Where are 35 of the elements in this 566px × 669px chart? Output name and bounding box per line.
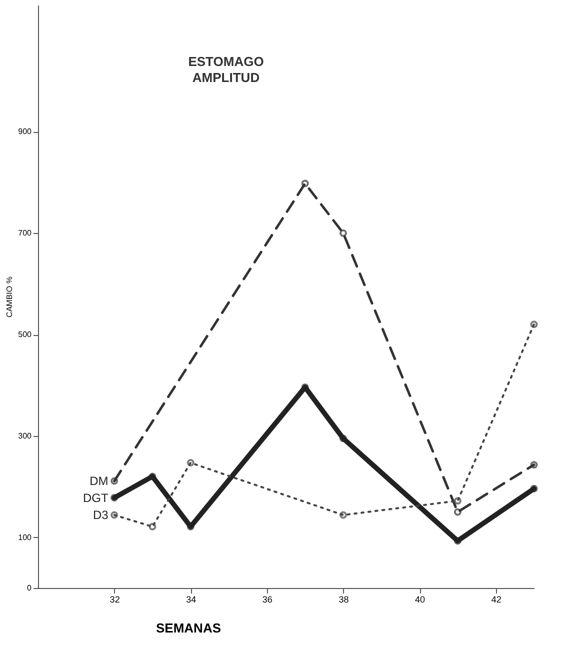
point: [339, 434, 347, 442]
y-tick-label: 500: [18, 330, 32, 340]
y-tick-label: 300: [18, 431, 32, 440]
point: [454, 537, 462, 545]
point: [186, 459, 194, 467]
point: [530, 484, 538, 492]
x-tick-label: 38: [338, 594, 349, 604]
point: [148, 522, 156, 530]
point: [148, 472, 156, 480]
x-tick-label: 32: [110, 594, 120, 604]
x-tick-label: 36: [262, 594, 272, 604]
text: AMPLITUD: [192, 70, 260, 85]
x-tick-label: 34: [186, 594, 196, 604]
point: [110, 511, 118, 519]
point: [530, 320, 538, 328]
y-tick-label: 0: [27, 584, 32, 592]
x-axis-title: SEMANAS: [156, 620, 222, 636]
point: [301, 180, 309, 188]
point: [454, 497, 462, 505]
y-tick-label: 900: [18, 127, 32, 136]
point: [339, 511, 347, 519]
y-tick-label: 100: [18, 532, 32, 542]
point: [110, 477, 118, 485]
point: [530, 461, 538, 469]
series-label: D3: [92, 508, 109, 522]
series-label: DGT: [82, 490, 109, 505]
point: [339, 229, 347, 237]
y-axis-title: CAMBIO %: [5, 276, 14, 318]
text: ESTOMAGO: [188, 54, 264, 69]
y-tick-label: 700: [18, 228, 32, 238]
series-label: DM: [90, 474, 108, 488]
point: [110, 494, 118, 502]
x-tick-label: 42: [491, 594, 502, 604]
point: [454, 508, 462, 516]
x-tick-label: 40: [415, 594, 426, 604]
